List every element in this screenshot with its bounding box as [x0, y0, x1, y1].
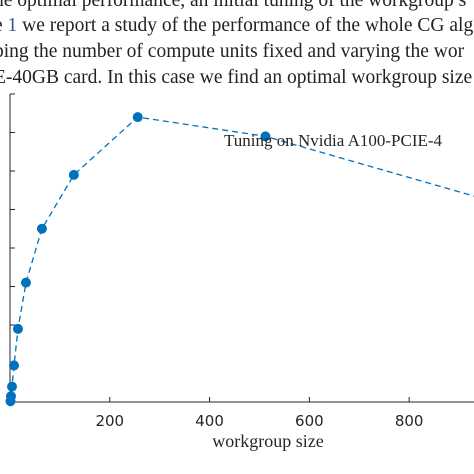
x-axis-label: workgroup size	[212, 431, 323, 451]
data-point	[20, 277, 31, 288]
paper-text-line-4: E-40GB card. In this case we find an opt…	[0, 67, 473, 88]
data-point	[5, 391, 16, 402]
chart-axes	[9, 93, 474, 403]
series-lines	[9, 116, 474, 402]
series-line	[9, 116, 474, 402]
series-points	[5, 112, 271, 407]
x-tick-label: 600	[295, 412, 324, 430]
figure-reference-link[interactable]: 1	[7, 15, 18, 36]
paper-text-line-1: he optimal performance, an initial tunin…	[0, 0, 467, 11]
data-point	[68, 169, 79, 180]
data-point	[8, 360, 19, 371]
data-point	[132, 112, 143, 123]
x-tick-label: 400	[195, 412, 224, 430]
data-point	[260, 131, 271, 142]
x-tick-labels: 200 400 600 800	[95, 412, 423, 430]
chart-title: Tuning on Nvidia A100-PCIE-4	[224, 131, 443, 150]
data-point	[36, 223, 47, 234]
x-tick-label: 200	[95, 412, 124, 430]
data-point	[12, 323, 23, 334]
x-tick-label: 800	[395, 412, 424, 430]
paper-text-line-3: ping the number of compute units fixed a…	[0, 41, 465, 62]
paper-text-line-2-suffix: we report a study of the performance of …	[17, 15, 474, 36]
paper-text-line-2: e 1 we report a study of the performance…	[0, 16, 474, 36]
data-point	[6, 381, 17, 392]
paper-text-line-2-prefix: e	[0, 15, 8, 36]
